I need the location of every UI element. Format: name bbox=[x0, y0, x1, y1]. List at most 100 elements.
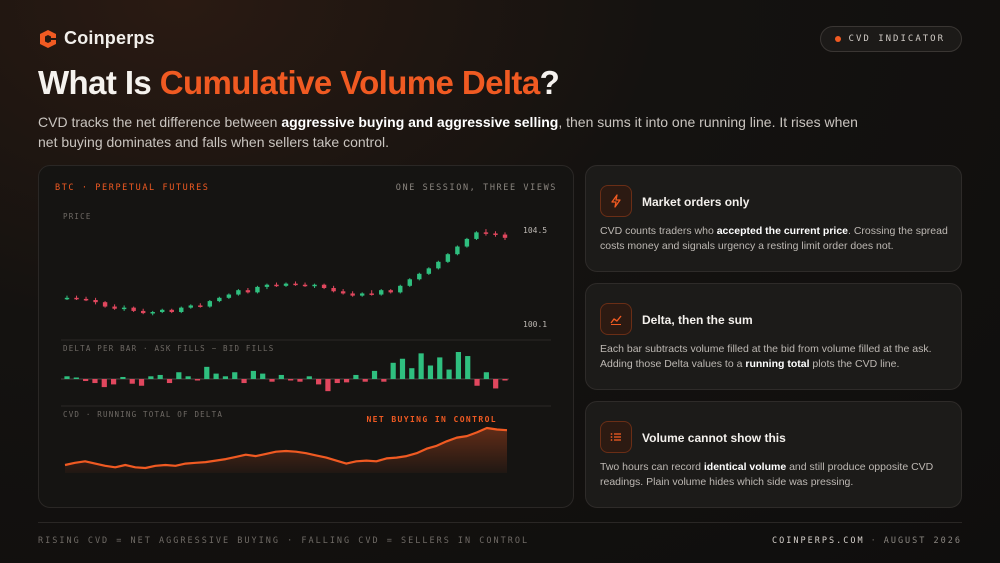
delta-bar bbox=[260, 373, 266, 379]
delta-bar bbox=[232, 372, 238, 379]
card-title: Market orders only bbox=[642, 195, 750, 209]
candle-body bbox=[455, 246, 460, 255]
footer-divider bbox=[38, 522, 962, 523]
candle-body bbox=[359, 293, 365, 296]
trend-line-icon bbox=[600, 303, 632, 335]
delta-bars bbox=[64, 352, 508, 392]
card-volume-cannot: Volume cannot show this Two hours can re… bbox=[585, 401, 962, 508]
cvd-line bbox=[64, 426, 508, 470]
badge-label: CVD INDICATOR bbox=[848, 34, 945, 44]
price-high-label: 104.5 bbox=[523, 226, 547, 235]
lede-emphasis: aggressive buying and aggressive selling bbox=[281, 114, 559, 130]
candle-body bbox=[350, 293, 355, 296]
footer-meta: COINPERPS.COM · AUGUST 2026 bbox=[772, 536, 962, 546]
delta-bar bbox=[409, 368, 415, 379]
candle-body bbox=[302, 284, 308, 287]
candle-body bbox=[207, 301, 213, 307]
candle-body bbox=[426, 268, 432, 274]
delta-bar bbox=[166, 379, 173, 384]
delta-bar bbox=[213, 373, 219, 379]
delta-bar bbox=[399, 358, 406, 379]
delta-bar bbox=[241, 379, 247, 384]
delta-bar bbox=[465, 356, 471, 379]
delta-bar bbox=[483, 372, 489, 379]
list-icon bbox=[600, 421, 632, 453]
delta-bar bbox=[83, 379, 89, 382]
candle-body bbox=[217, 297, 222, 302]
card-body: Each bar subtracts volume filled at the … bbox=[600, 343, 932, 370]
delta-bar bbox=[502, 379, 508, 381]
candle-body bbox=[331, 288, 336, 292]
delta-bar bbox=[288, 379, 294, 381]
candle-body bbox=[169, 309, 174, 312]
delta-bar bbox=[437, 357, 443, 379]
delta-bar bbox=[278, 374, 284, 379]
candle-body bbox=[102, 302, 108, 307]
delta-bar bbox=[120, 376, 126, 379]
page-title: What Is Cumulative Volume Delta? bbox=[38, 64, 560, 102]
delta-panel-label: DELTA PER BAR · ASK FILLS − BID FILLS bbox=[63, 344, 274, 353]
candle-body bbox=[83, 298, 89, 301]
delta-bar bbox=[157, 374, 163, 379]
intro-paragraph: CVD tracks the net difference between ag… bbox=[38, 112, 878, 152]
delta-bar bbox=[474, 379, 480, 386]
delta-bar bbox=[222, 376, 229, 379]
candle-body bbox=[245, 290, 251, 293]
candle-body bbox=[131, 307, 136, 311]
delta-bar bbox=[325, 379, 331, 392]
delta-bar bbox=[297, 379, 303, 382]
delta-bar bbox=[493, 379, 499, 389]
brand[interactable]: Coinperps bbox=[38, 28, 155, 49]
candle-body bbox=[121, 307, 127, 310]
candle-body bbox=[160, 309, 165, 312]
candle-body bbox=[340, 291, 346, 294]
candle-body bbox=[483, 232, 489, 234]
delta-bar bbox=[73, 377, 79, 379]
delta-bar bbox=[362, 379, 368, 382]
card-delta-sum: Delta, then the sum Each bar subtracts v… bbox=[585, 283, 962, 390]
delta-bar bbox=[269, 379, 275, 382]
footer-caption: RISING CVD = NET AGGRESSIVE BUYING · FAL… bbox=[38, 536, 530, 546]
delta-bar bbox=[64, 376, 70, 379]
footer-site-link[interactable]: COINPERPS.COM bbox=[772, 536, 865, 546]
card-title: Delta, then the sum bbox=[642, 313, 753, 327]
delta-bar bbox=[353, 374, 359, 379]
delta-bar bbox=[92, 379, 98, 384]
bolt-icon bbox=[600, 185, 632, 217]
delta-bar bbox=[176, 372, 182, 379]
candle-body bbox=[398, 285, 403, 293]
footer-date: AUGUST 2026 bbox=[883, 536, 962, 546]
delta-bar bbox=[101, 379, 107, 388]
candle-body bbox=[312, 284, 317, 287]
delta-bar bbox=[418, 353, 424, 379]
chart-canvas: BTC · PERPETUAL FUTURES ONE SESSION, THR… bbox=[55, 183, 555, 473]
price-low-label: 100.1 bbox=[523, 320, 547, 329]
card-body: CVD counts traders who accepted the curr… bbox=[600, 225, 948, 252]
title-pre: What Is bbox=[38, 64, 160, 101]
status-dot-icon bbox=[834, 36, 841, 42]
delta-bar bbox=[334, 379, 340, 384]
candle-body bbox=[264, 284, 270, 287]
delta-bar bbox=[110, 379, 117, 385]
delta-bar bbox=[185, 376, 191, 379]
card-title: Volume cannot show this bbox=[642, 431, 786, 445]
card-market-orders: Market orders only CVD counts traders wh… bbox=[585, 165, 962, 272]
lede-text-1: CVD tracks the net difference between bbox=[38, 114, 282, 130]
price-panel-label: PRICE bbox=[63, 212, 92, 221]
candle-body bbox=[179, 307, 184, 312]
delta-bar bbox=[427, 365, 434, 379]
coinperps-logo-icon bbox=[40, 29, 56, 48]
candle-body bbox=[379, 290, 384, 295]
candle-body bbox=[388, 290, 393, 293]
candle-body bbox=[255, 286, 260, 293]
delta-bar bbox=[390, 362, 396, 379]
delta-bar bbox=[343, 379, 350, 383]
candle-body bbox=[445, 254, 451, 262]
candle-body bbox=[150, 312, 155, 314]
delta-bar bbox=[371, 370, 378, 379]
candle-body bbox=[74, 297, 79, 300]
chart-card: BTC · PERPETUAL FUTURES ONE SESSION, THR… bbox=[38, 165, 574, 508]
delta-bar bbox=[381, 379, 387, 382]
footer-separator: · bbox=[870, 536, 878, 546]
card-body: Two hours can record identical volume an… bbox=[600, 461, 934, 488]
